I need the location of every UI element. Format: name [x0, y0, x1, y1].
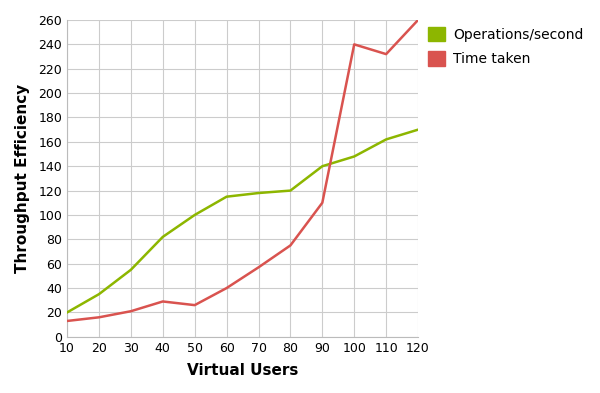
Y-axis label: Throughput Efficiency: Throughput Efficiency [15, 84, 30, 273]
X-axis label: Virtual Users: Virtual Users [187, 363, 298, 378]
Legend: Operations/second, Time taken: Operations/second, Time taken [428, 27, 584, 66]
